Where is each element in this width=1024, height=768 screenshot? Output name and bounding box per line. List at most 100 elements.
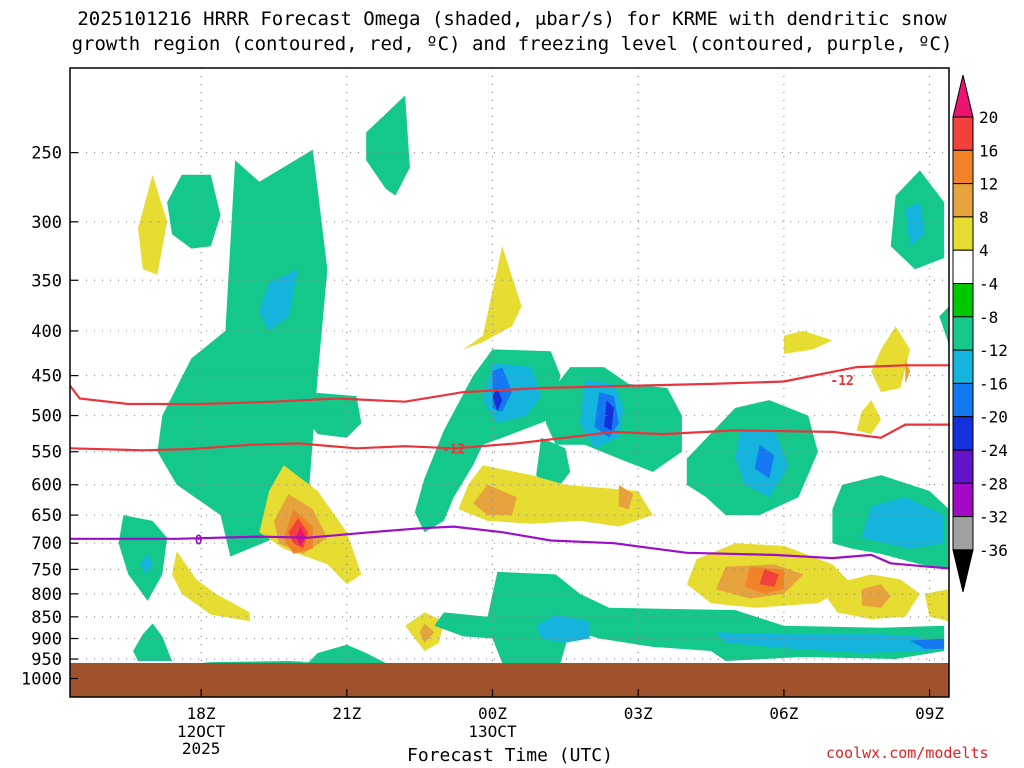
- colorbar-label-7: -12: [979, 341, 1008, 360]
- x-tick-label-21Z: 21Z: [332, 704, 361, 723]
- colorbar-bottom-arrow: [952, 549, 974, 593]
- omega-region-53: [924, 589, 949, 622]
- y-tick-label-800: 800: [31, 585, 62, 605]
- red-contour-0: [70, 364, 949, 406]
- chart-title-line-2: growth region (contoured, red, ºC) and f…: [71, 33, 953, 55]
- x-tick-label-06Z: 06Z: [769, 704, 798, 723]
- x-tick-sublabel-18Z-1: 2025: [182, 739, 221, 758]
- y-tick-label-400: 400: [31, 322, 62, 342]
- colorbar-label-2: 12: [979, 175, 998, 194]
- omega-region-23: [492, 388, 503, 412]
- omega-region-12: [295, 526, 306, 546]
- colorbar-label-12: -32: [979, 508, 1008, 527]
- colorbar-swatch-13: [952, 516, 974, 551]
- omega-region-18: [419, 623, 435, 643]
- colorbar-label-4: 4: [979, 241, 989, 260]
- omega-region-52: [861, 584, 891, 608]
- colorbar-label-6: -8: [979, 308, 998, 327]
- omega-region-13: [303, 392, 362, 438]
- omega-region-15: [201, 661, 318, 663]
- x-axis-label: Forecast Time (UTC): [407, 745, 613, 766]
- credit-link[interactable]: coolwx.com/modelts: [826, 744, 989, 762]
- omega-region-0: [167, 174, 221, 249]
- omega-region-47: [783, 330, 833, 354]
- omega-region-2: [157, 149, 328, 557]
- colorbar-swatch-10: [952, 416, 974, 451]
- colorbar-label-3: 8: [979, 208, 989, 227]
- omega-region-5: [118, 515, 168, 601]
- omega-region-30: [473, 484, 517, 516]
- y-tick-label-500: 500: [31, 407, 62, 427]
- grid-lines: [70, 68, 949, 697]
- colorbar-swatch-6: [952, 283, 974, 318]
- y-tick-label-900: 900: [31, 630, 62, 650]
- omega-region-48: [939, 306, 949, 345]
- colorbar-label-5: -4: [979, 275, 998, 294]
- omega-region-42: [759, 569, 779, 587]
- y-tick-label-950: 950: [31, 650, 62, 670]
- colorbar-swatch-2: [952, 149, 974, 185]
- y-tick-label-1000: 1000: [21, 669, 62, 689]
- purple-contour-2: [70, 525, 949, 570]
- colorbar-swatch-8: [952, 349, 974, 384]
- omega-region-19: [463, 246, 522, 350]
- omega-region-31: [618, 484, 634, 510]
- omega-region-33: [536, 614, 590, 643]
- omega-region-16: [133, 623, 172, 661]
- colorbar-swatch-12: [952, 482, 974, 518]
- x-tick-label-00Z: 00Z: [478, 704, 507, 723]
- omega-region-54: [856, 400, 881, 435]
- y-tick-label-650: 650: [31, 506, 62, 526]
- y-tick-label-700: 700: [31, 534, 62, 554]
- colorbar-swatch-1: [952, 116, 974, 151]
- y-tick-label-850: 850: [31, 608, 62, 628]
- colorbar-swatch-5: [952, 249, 974, 284]
- pressure-axis: 2503003504004505005506006507007508008509…: [21, 144, 78, 689]
- colorbar-swatch-11: [952, 449, 974, 484]
- colorbar-label-9: -20: [979, 408, 1008, 427]
- omega-shading: [118, 95, 949, 665]
- colorbar-swatch-9: [952, 382, 974, 418]
- omega-region-3: [259, 269, 299, 331]
- omega-region-1: [138, 174, 168, 275]
- omega-region-44: [905, 202, 925, 247]
- colorbar-label-11: -28: [979, 474, 1008, 493]
- y-tick-label-750: 750: [31, 560, 62, 580]
- colorbar-label-13: -36: [979, 541, 1008, 560]
- contour-label-0: -12: [830, 374, 853, 389]
- y-tick-label-300: 300: [31, 213, 62, 233]
- colorbar-label-8: -16: [979, 374, 1008, 393]
- omega-region-45: [871, 326, 911, 393]
- y-tick-label-600: 600: [31, 476, 62, 496]
- omega-region-7: [172, 551, 250, 622]
- omega-region-27: [604, 400, 614, 431]
- colorbar-top-arrow: [952, 74, 974, 118]
- y-tick-label-250: 250: [31, 144, 62, 164]
- colorbar: 20 16 12 8 4 -4 -8 -12 -16 -20 -24 -28 -32 -36: [952, 74, 1008, 593]
- x-tick-label-03Z: 03Z: [624, 704, 653, 723]
- colorbar-swatch-4: [952, 216, 974, 251]
- x-tick-sublabel-00Z-0: 13OCT: [468, 722, 517, 741]
- colorbar-label-0: 20: [979, 108, 998, 127]
- contour-label-1: -12: [442, 442, 465, 457]
- x-tick-label-09Z: 09Z: [915, 704, 944, 723]
- omega-region-34: [715, 632, 930, 653]
- colorbar-label-1: 16: [979, 141, 998, 160]
- omega-region-6: [140, 553, 153, 575]
- x-tick-sublabel-18Z-0: 12OCT: [177, 722, 226, 741]
- colorbar-label-10: -24: [979, 441, 1008, 460]
- x-tick-label-18Z: 18Z: [187, 704, 216, 723]
- omega-region-35: [910, 638, 945, 649]
- ground-below-surface: [70, 663, 949, 697]
- colorbar-swatch-3: [952, 183, 974, 218]
- y-tick-label-350: 350: [31, 271, 62, 291]
- plot-frame: [69, 67, 950, 698]
- omega-region-50: [861, 497, 945, 549]
- omega-region-4: [366, 95, 410, 196]
- temperature-contours: -12 -12 0: [70, 364, 949, 570]
- omega-region-38: [754, 444, 775, 479]
- y-tick-label-450: 450: [31, 367, 62, 387]
- chart-title-line-1: 2025101216 HRRR Forecast Omega (shaded, …: [77, 8, 947, 30]
